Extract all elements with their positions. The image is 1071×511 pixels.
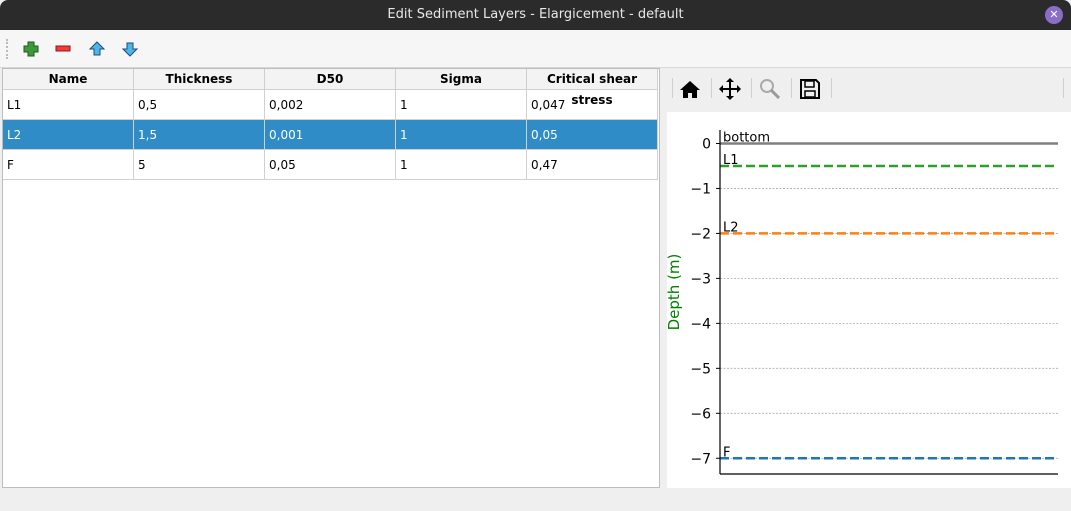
column-header[interactable]: Critical shear stress [527,69,658,107]
column-header[interactable]: D50 [265,69,396,90]
pan-button[interactable] [717,76,743,102]
layer-label: L2 [723,220,739,235]
home-button[interactable] [677,76,703,102]
y-tick-label: −4 [690,316,711,332]
move-up-button[interactable] [86,38,108,60]
layer-label: F [723,445,730,460]
layers-table: Name Thickness D50 Sigma Critical shear stre… [2,68,660,488]
depth-chart: 0 −1 −2 −3 −4 −5 −6 −7 bottom L1 L2 F Depth (m) [665,130,1058,475]
plot-toolbar [663,68,1071,108]
minus-icon [55,45,71,52]
toolbar [0,30,1071,68]
table-cell[interactable]: 1 [396,150,527,180]
table-cell[interactable]: L1 [3,90,134,120]
column-header[interactable]: Sigma [396,69,527,90]
table-cell[interactable]: 1 [396,90,527,120]
arrow-up-icon [89,41,105,56]
table-cell[interactable]: 5 [134,150,265,180]
move-down-button[interactable] [119,38,141,60]
y-tick-label: −7 [690,451,711,467]
column-header[interactable]: Thickness [134,69,265,90]
home-icon [680,81,700,98]
table-cell[interactable]: 0,05 [527,120,658,150]
status-bar [0,488,1071,511]
add-layer-button[interactable] [20,38,42,60]
table-cell[interactable]: 0,002 [265,90,396,120]
arrow-down-icon [122,42,138,57]
table-cell[interactable]: F [3,150,134,180]
plus-icon [23,41,39,57]
y-tick-label: −6 [690,406,711,422]
layer-label: L1 [723,153,739,168]
table-cell[interactable]: L2 [3,120,134,150]
pan-icon [719,78,741,100]
table-cell[interactable]: 0,5 [134,90,265,120]
zoom-icon [760,79,781,100]
y-tick-label: −1 [690,181,711,197]
table-cell[interactable]: 0,001 [265,120,396,150]
table-cell[interactable]: 0,05 [265,150,396,180]
table-cell[interactable]: 0,047 [527,90,658,120]
window-title: Edit Sediment Layers - Elargicement - de… [387,7,684,22]
remove-layer-button[interactable] [52,38,74,60]
plot-canvas[interactable]: 0 −1 −2 −3 −4 −5 −6 −7 bottom L1 L2 F Depth (m) [665,112,1071,488]
title-bar: Edit Sediment Layers - Elargicement - de… [0,0,1071,30]
y-tick-label: −3 [690,271,711,287]
y-tick-label: 0 [702,136,711,152]
zoom-button[interactable] [757,76,783,102]
table-cell[interactable]: 0,47 [527,150,658,180]
close-button[interactable]: ✕ [1045,6,1063,24]
y-tick-label: −2 [690,226,711,242]
layer-label: bottom [723,130,770,145]
column-header[interactable]: Name [3,69,134,90]
y-axis-label: Depth (m) [667,254,683,331]
save-button[interactable] [797,76,823,102]
table-cell[interactable]: 1 [396,120,527,150]
save-icon [800,79,820,99]
y-tick-label: −5 [690,361,711,377]
toolbar-grip[interactable] [6,39,9,59]
table-cell[interactable]: 1,5 [134,120,265,150]
